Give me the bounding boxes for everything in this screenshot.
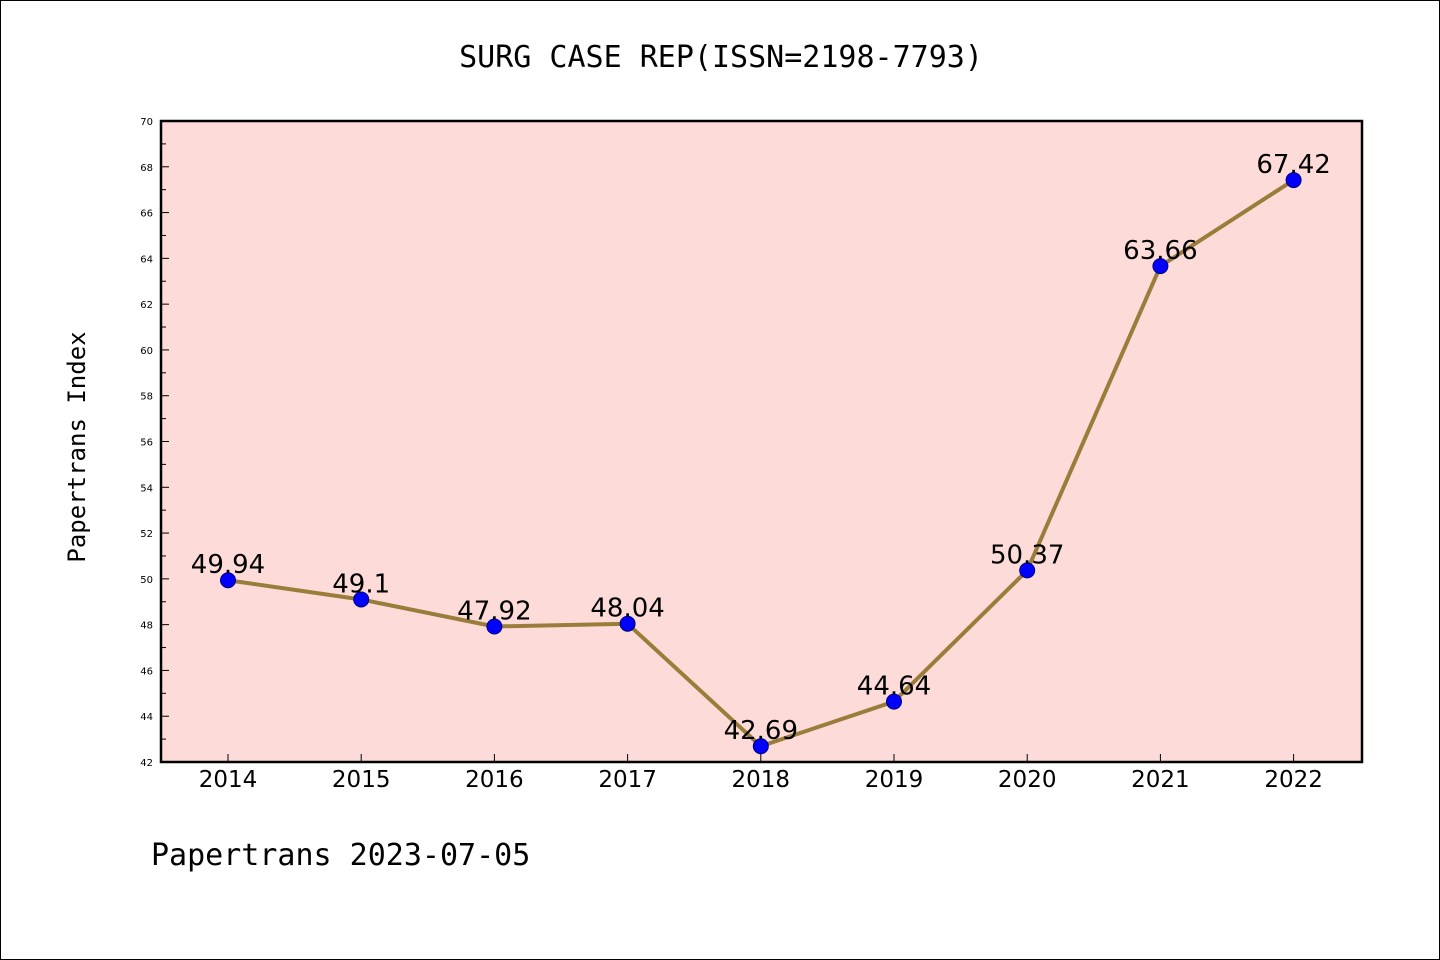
- y-tick-label: 42: [140, 758, 153, 769]
- x-tick-label: 2019: [865, 767, 924, 793]
- data-labels: 49.94 49.1 47.92 48.04 42.69 44.64 50.37 63.66 6…: [191, 150, 1331, 746]
- data-point: [220, 572, 236, 589]
- data-point: [619, 615, 636, 632]
- x-tick-label: 2018: [732, 767, 791, 793]
- y-tick-label: 54: [140, 483, 153, 494]
- y-tick-label: 60: [140, 346, 153, 357]
- data-label: 48.04: [590, 594, 664, 624]
- x-tick-label: 2022: [1264, 767, 1323, 793]
- data-point: [1152, 258, 1169, 275]
- data-point: [1285, 172, 1302, 189]
- data-label: 49.94: [191, 550, 265, 580]
- x-axis: 2014 2015 2016 2017 2018 2019 2020 2021 2022: [199, 754, 1323, 793]
- data-label: 44.64: [857, 672, 931, 702]
- y-tick-label: 56: [140, 438, 153, 449]
- y-tick-label: 52: [140, 529, 153, 540]
- y-axis-label: Papertrans Index: [63, 331, 91, 562]
- data-point: [886, 693, 902, 710]
- x-tick-label: 2020: [998, 767, 1057, 793]
- data-label: 50.37: [990, 540, 1064, 570]
- data-point: [752, 738, 769, 755]
- x-tick-label: 2016: [465, 767, 524, 793]
- data-label: 47.92: [457, 596, 531, 626]
- y-tick-label: 46: [140, 666, 153, 677]
- y-tick-label: 68: [140, 163, 153, 174]
- y-tick-label: 66: [140, 209, 153, 220]
- y-axis: 42 44 46 48 50 52 54 56 58 60 62 64 66 68 70: [140, 117, 169, 769]
- chart-title: SURG CASE REP(ISSN=2198-7793): [459, 40, 983, 75]
- x-tick-label: 2015: [332, 767, 391, 793]
- plot-border: [159, 119, 1364, 764]
- plot-area: [161, 121, 1362, 762]
- x-tick-label: 2021: [1131, 767, 1190, 793]
- series-markers: [220, 172, 1302, 755]
- y-tick-label: 62: [140, 300, 153, 311]
- data-point: [1019, 562, 1036, 579]
- data-label: 49.1: [332, 569, 390, 599]
- y-tick-label: 58: [140, 392, 153, 403]
- x-tick-label: 2014: [199, 767, 258, 793]
- y-tick-label: 70: [140, 117, 153, 128]
- data-point: [353, 591, 370, 608]
- y-tick-label: 50: [140, 575, 153, 586]
- y-tick-label: 44: [140, 712, 153, 723]
- data-label: 67.42: [1256, 150, 1330, 180]
- data-label: 63.66: [1123, 236, 1197, 266]
- data-point: [486, 618, 503, 635]
- footer-date: Papertrans 2023-07-05: [151, 838, 530, 873]
- x-tick-label: 2017: [598, 767, 657, 793]
- y-tick-label: 64: [140, 254, 153, 265]
- data-label: 42.69: [724, 716, 798, 746]
- y-tick-label: 48: [140, 621, 153, 632]
